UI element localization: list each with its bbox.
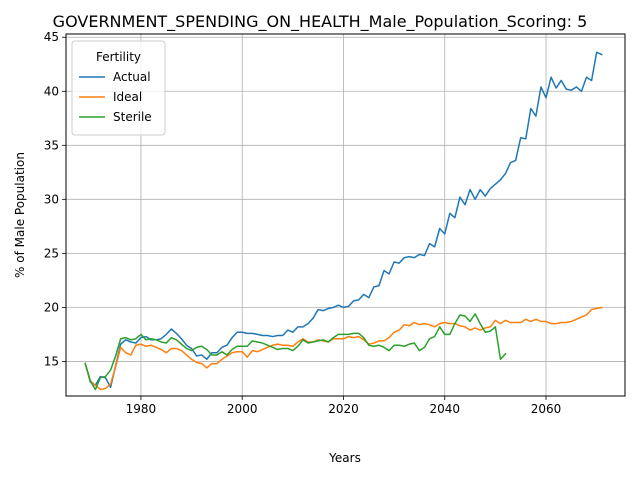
series-line-ideal bbox=[84, 306, 603, 391]
x-tick-label: 2000 bbox=[227, 402, 258, 416]
chart-title: GOVERNMENT_SPENDING_ON_HEALTH_Male_Popul… bbox=[53, 12, 588, 32]
grid-lines bbox=[66, 34, 625, 396]
y-tick-label: 30 bbox=[44, 192, 59, 206]
x-axis-label: Years bbox=[328, 451, 361, 465]
plot-frame bbox=[65, 33, 626, 397]
y-tick-label: 35 bbox=[44, 138, 59, 152]
series-line-actual bbox=[84, 51, 603, 389]
legend: Fertility Actual Ideal Sterile bbox=[71, 40, 166, 136]
legend-items: Actual Ideal Sterile bbox=[79, 70, 152, 124]
legend-title: Fertility bbox=[96, 50, 141, 64]
y-tick-label: 15 bbox=[44, 354, 59, 368]
y-axis-ticks: 15 20 25 30 35 40 45 bbox=[44, 30, 66, 368]
x-axis-ticks: 1980 2000 2020 2040 2060 bbox=[126, 396, 562, 416]
series-lines bbox=[84, 51, 603, 391]
y-tick-label: 40 bbox=[44, 84, 59, 98]
legend-box bbox=[71, 40, 166, 136]
y-axis-label: % of Male Population bbox=[13, 152, 27, 278]
y-tick-label: 45 bbox=[44, 30, 59, 44]
x-tick-label: 2060 bbox=[531, 402, 562, 416]
legend-label-actual: Actual bbox=[113, 70, 151, 84]
legend-label-ideal: Ideal bbox=[113, 90, 142, 104]
legend-label-sterile: Sterile bbox=[113, 110, 152, 124]
y-tick-label: 25 bbox=[44, 246, 59, 260]
x-tick-label: 1980 bbox=[126, 402, 157, 416]
y-tick-label: 20 bbox=[44, 300, 59, 314]
series-line-sterile bbox=[84, 313, 507, 391]
x-tick-label: 2020 bbox=[328, 402, 359, 416]
x-tick-label: 2040 bbox=[429, 402, 460, 416]
